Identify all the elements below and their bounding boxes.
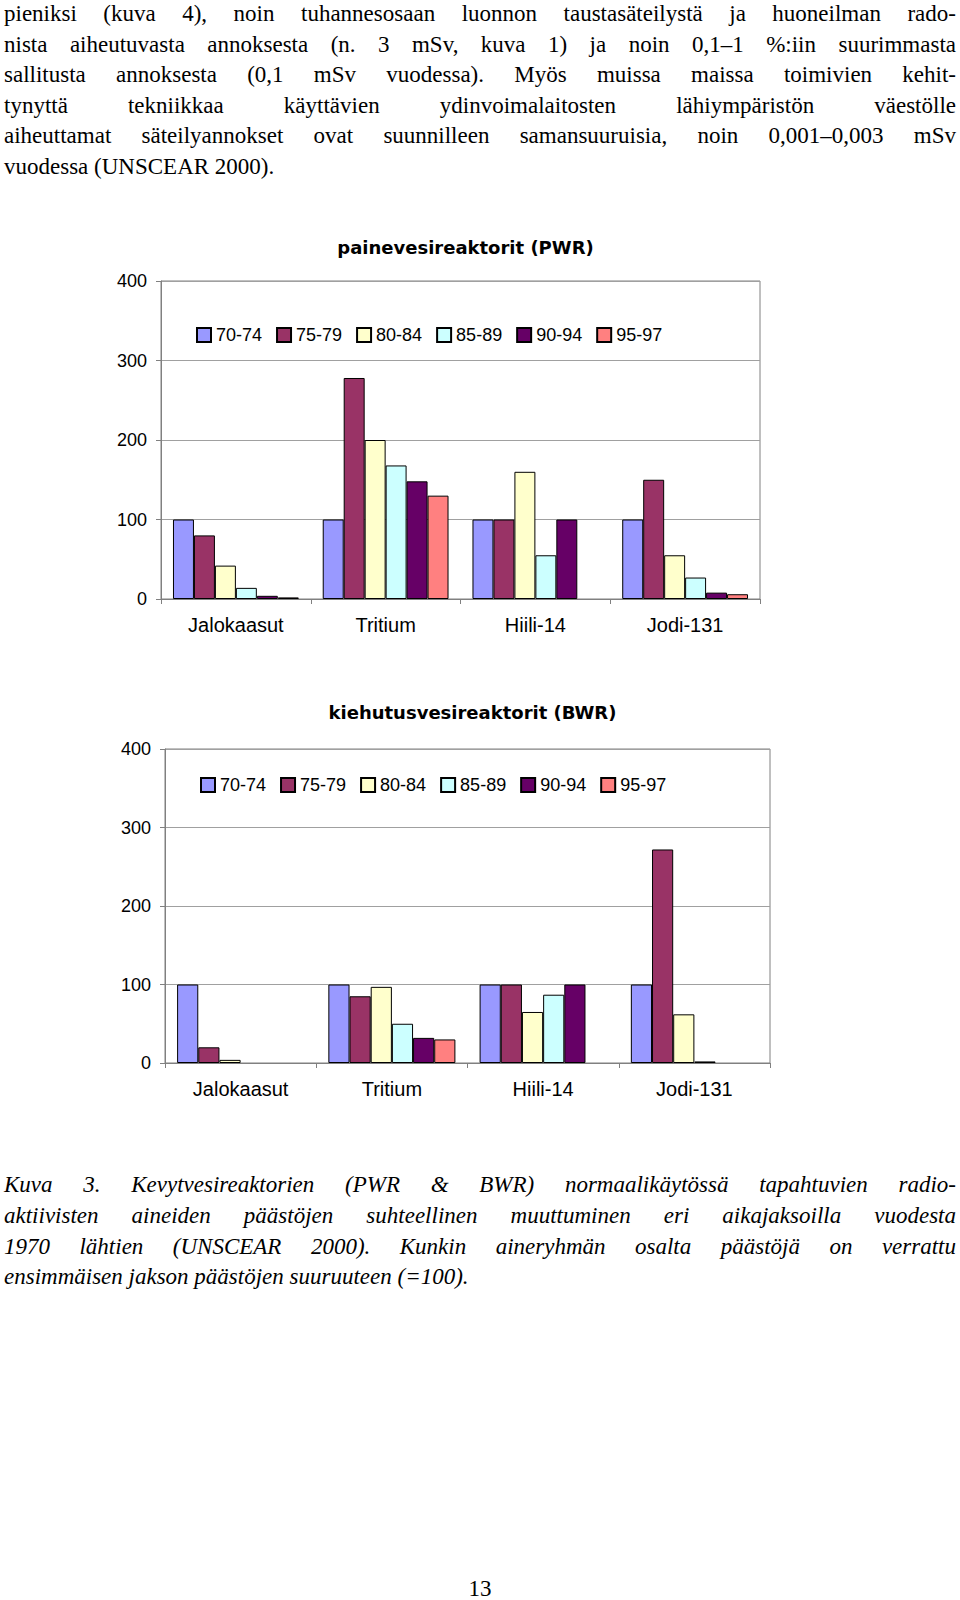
svg-text:200: 200: [117, 430, 147, 450]
svg-text:Jodi-131: Jodi-131: [647, 614, 724, 636]
svg-text:Tritium: Tritium: [362, 1078, 422, 1100]
svg-text:70-74: 70-74: [216, 325, 262, 345]
svg-text:400: 400: [121, 739, 151, 759]
svg-text:100: 100: [117, 510, 147, 530]
svg-text:300: 300: [117, 351, 147, 371]
svg-text:Hiili-14: Hiili-14: [513, 1078, 574, 1100]
svg-text:100: 100: [121, 975, 151, 995]
svg-text:300: 300: [121, 818, 151, 838]
svg-text:Hiili-14: Hiili-14: [505, 614, 566, 636]
html-text:pieniksi (kuva 4), noin tuhann: pieniksi (kuva 4), noin tuhannesosaan lu…: [4, 1, 956, 26]
svg-text:200: 200: [121, 896, 151, 916]
svg-text:95-97: 95-97: [620, 775, 666, 795]
svg-text:80-84: 80-84: [376, 325, 422, 345]
svg-text:Jalokaasut: Jalokaasut: [188, 614, 284, 636]
html-text:aiheuttamat säteilyannokset ov: aiheuttamat säteilyannokset ovat suunnil…: [4, 123, 956, 149]
svg-text:kiehutusvesireaktorit (BWR): kiehutusvesireaktorit (BWR): [329, 702, 617, 723]
svg-text:400: 400: [117, 271, 147, 291]
html-text:aktiivisten aineiden päästöjen: aktiivisten aineiden päästöjen suhteelli…: [4, 1202, 956, 1228]
svg-text:0: 0: [141, 1053, 151, 1073]
svg-text:95-97: 95-97: [616, 325, 662, 345]
svg-text:0: 0: [137, 589, 147, 609]
svg-text:80-84: 80-84: [380, 775, 426, 795]
html-text:13: 13: [468, 1576, 492, 1600]
svg-text:85-89: 85-89: [456, 325, 502, 345]
svg-text:75-79: 75-79: [296, 325, 342, 345]
svg-text:Jodi-131: Jodi-131: [656, 1078, 733, 1100]
svg-text:painevesireaktorit (PWR): painevesireaktorit (PWR): [337, 237, 594, 258]
svg-text:70-74: 70-74: [220, 775, 266, 795]
html-text:1970 lähtien (UNSCEAR 2000). K: 1970 lähtien (UNSCEAR 2000). Kunkin aine…: [4, 1233, 956, 1259]
html-text:ensimmäisen jakson päästöjen s: ensimmäisen jakson päästöjen suuruuteen …: [4, 1264, 469, 1290]
svg-text:Jalokaasut: Jalokaasut: [193, 1078, 289, 1100]
svg-text:Tritium: Tritium: [355, 614, 415, 636]
html-text:nista aiheutuvasta annoksesta: nista aiheutuvasta annoksesta (n. 3 mSv,…: [4, 31, 956, 57]
svg-text:90-94: 90-94: [540, 775, 586, 795]
html-text:sallitusta annoksesta (0,1 mSv: sallitusta annoksesta (0,1 mSv vuodessa)…: [4, 62, 956, 88]
html-text:tynyttä tekniikkaa käyttävien: tynyttä tekniikkaa käyttävien ydinvoimal…: [4, 92, 956, 118]
svg-text:90-94: 90-94: [536, 325, 582, 345]
html-text:Kuva 3. Kevytvesireaktorien (P: Kuva 3. Kevytvesireaktorien (PWR & BWR) …: [4, 1172, 956, 1197]
html-text:vuodessa (UNSCEAR 2000).: vuodessa (UNSCEAR 2000).: [4, 154, 275, 179]
svg-text:85-89: 85-89: [460, 775, 506, 795]
svg-text:75-79: 75-79: [300, 775, 346, 795]
